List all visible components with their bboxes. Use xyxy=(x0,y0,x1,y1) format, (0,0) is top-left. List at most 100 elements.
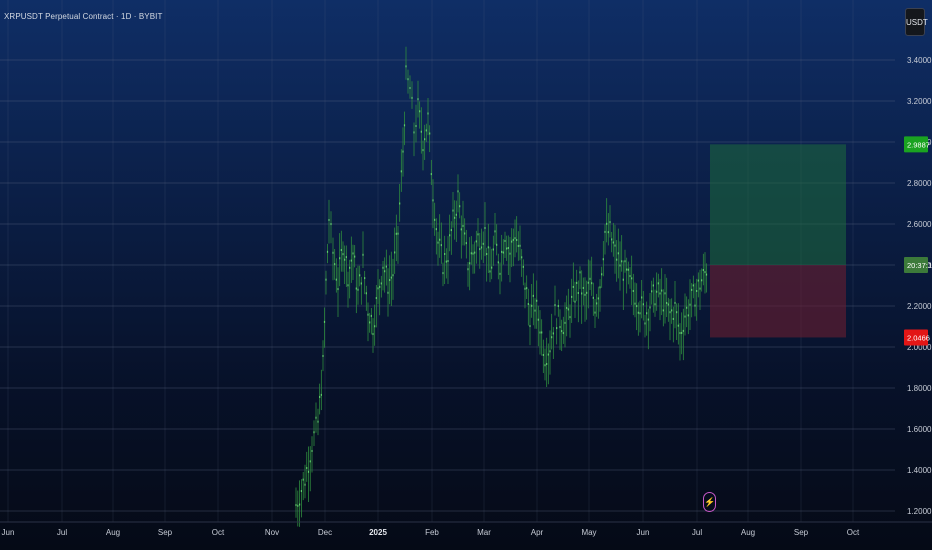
candle-body xyxy=(579,271,581,274)
candle-body xyxy=(337,288,339,291)
candle-body xyxy=(501,250,503,253)
time-axis[interactable]: Jun Jul Aug Sep Oct Nov Dec 2025 Feb Mar Apr May Jun… xyxy=(0,521,932,537)
candle-body xyxy=(544,364,546,367)
candle-body xyxy=(462,224,464,227)
x-tick-label: Sep xyxy=(794,528,809,537)
candle-body xyxy=(387,291,389,294)
candle-body xyxy=(561,330,563,333)
candle-body xyxy=(449,234,451,237)
candle-body xyxy=(512,238,514,241)
candle-body xyxy=(372,333,374,336)
take-profit-zone[interactable] xyxy=(710,144,846,265)
candle-body xyxy=(349,266,351,269)
candle-body xyxy=(547,353,549,356)
candle-body xyxy=(359,274,361,277)
price-axis[interactable]: 3.40003.20003.00002.80002.60002.40002.20… xyxy=(907,56,932,516)
candle-body xyxy=(397,232,399,235)
x-tick-label: Jun xyxy=(2,528,15,537)
candle-body xyxy=(646,312,648,315)
stop-loss-zone[interactable] xyxy=(710,265,846,338)
candle-body xyxy=(526,287,528,290)
candle-body xyxy=(529,325,531,328)
candle-body xyxy=(616,258,618,261)
candle-body xyxy=(487,246,489,249)
candle-body xyxy=(581,292,583,295)
candle-body xyxy=(531,304,533,307)
candle-body xyxy=(442,272,444,275)
candle-body xyxy=(534,309,536,312)
currency-button[interactable]: USDT xyxy=(905,8,928,36)
candle-body xyxy=(629,275,631,278)
x-tick-label: Jun xyxy=(637,528,650,537)
candle-body xyxy=(459,205,461,208)
candle-body xyxy=(617,252,619,255)
candle-body xyxy=(300,490,302,493)
y-tick-label: 1.8000 xyxy=(907,384,932,393)
candle-body xyxy=(601,273,603,276)
candle-body xyxy=(344,258,346,261)
x-tick-label: Jul xyxy=(57,528,67,537)
candle-body xyxy=(511,240,513,243)
candle-body xyxy=(592,296,594,299)
candle-body xyxy=(584,293,586,296)
candle-body xyxy=(411,96,413,99)
candle-body xyxy=(315,416,317,419)
candle-body xyxy=(302,478,304,481)
candle-body xyxy=(377,287,379,290)
candle-body xyxy=(340,249,342,252)
candle-body xyxy=(539,331,541,334)
candle-body xyxy=(522,265,524,268)
candle-body xyxy=(313,431,315,434)
candle-body xyxy=(332,251,334,254)
candle-body xyxy=(479,248,481,251)
candle-body xyxy=(380,282,382,285)
candle-body xyxy=(517,244,519,247)
candle-body xyxy=(335,278,337,281)
x-tick-label: Aug xyxy=(106,528,120,537)
x-tick-label: May xyxy=(581,528,596,537)
take-profit-label-bg xyxy=(904,136,928,153)
candle-body xyxy=(627,268,629,271)
candle-body xyxy=(364,277,366,280)
candle-body xyxy=(696,289,698,292)
candle-body xyxy=(447,260,449,263)
candle-body xyxy=(652,284,654,287)
candle-body xyxy=(541,331,543,334)
candle-body xyxy=(435,228,437,231)
candle-body xyxy=(467,268,469,271)
countdown-label-bg xyxy=(904,257,928,273)
price-labels: 2.9887 20:37:17 2.0466 xyxy=(904,136,932,346)
candle-body xyxy=(546,362,548,365)
candle-body xyxy=(689,303,691,306)
candle-body xyxy=(642,303,644,306)
candle-body xyxy=(556,327,558,330)
candle-body xyxy=(496,243,498,246)
candle-body xyxy=(624,260,626,263)
candle-body xyxy=(686,306,688,309)
candle-body xyxy=(619,264,621,267)
candle-body xyxy=(405,65,407,68)
candle-body xyxy=(342,253,344,256)
candle-body xyxy=(370,314,372,317)
candle-body xyxy=(460,228,462,231)
lightning-icon[interactable]: ⚡ xyxy=(703,492,716,512)
x-tick-label: Nov xyxy=(265,528,279,537)
y-tick-label: 1.2000 xyxy=(907,507,932,516)
candle-body xyxy=(502,251,504,254)
take-profit-label: 2.9887 xyxy=(907,140,930,149)
candle-body xyxy=(694,304,696,307)
stop-loss-label: 2.0466 xyxy=(907,333,930,342)
candle-body xyxy=(682,329,684,332)
candle-body xyxy=(420,130,422,133)
candle-body xyxy=(676,311,678,314)
candle-body xyxy=(612,241,614,244)
candle-body xyxy=(704,271,706,274)
candle-body xyxy=(482,242,484,245)
candle-body xyxy=(516,238,518,241)
candle-body xyxy=(572,285,574,288)
candle-body xyxy=(472,252,474,255)
candle-body xyxy=(506,247,508,250)
candle-body xyxy=(622,278,624,281)
candle-body xyxy=(330,223,332,226)
